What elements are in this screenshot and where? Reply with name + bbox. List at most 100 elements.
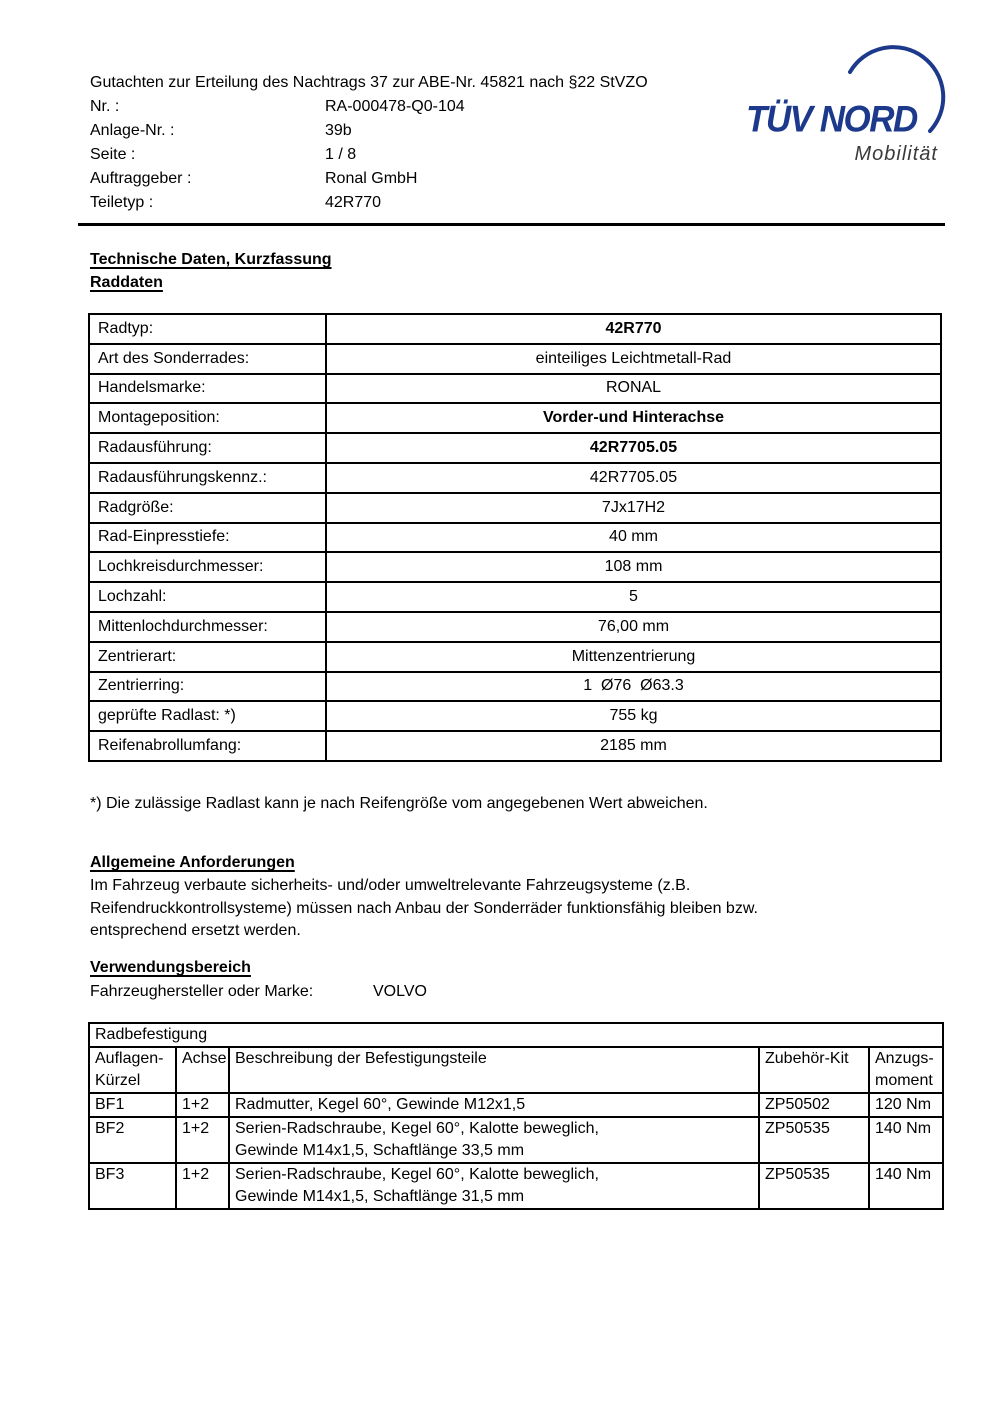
logo-subtitle: Mobilität [854, 143, 938, 165]
wheel-row-label: Radtyp: [88, 313, 327, 345]
table-row: Radtyp: 42R770 [88, 313, 942, 345]
wheel-row-value: 76,00 mm [325, 610, 942, 643]
fastening-col-header-torque: Anzugs- moment [867, 1046, 945, 1094]
wheel-row-label: Radausführungskennz.: [88, 461, 327, 494]
fastening-table: Radbefestigung Auflagen- Kürzel Achse Be… [87, 1022, 945, 1210]
wheel-row-label: Rad-Einpresstiefe: [88, 521, 327, 554]
wheel-row-value: 42R7705.05 [325, 432, 942, 464]
table-row: Handelsmarke: RONAL [88, 372, 942, 405]
usage-row: Fahrzeughersteller oder Marke: VOLVO [90, 980, 790, 1003]
doc-title: Gutachten zur Erteilung des Nachtrags 37… [90, 74, 648, 91]
logo-brand-text: TÜV NORD [746, 99, 918, 140]
fastening-cell-axle: 1+2 [175, 1092, 230, 1118]
usage-section: Verwendungsbereich Fahrzeughersteller od… [90, 956, 790, 1003]
tuv-nord-logo: TÜV NORD Mobilität [745, 42, 955, 177]
header-field-value: 39b [325, 122, 352, 139]
header-field-row: Auftraggeber : Ronal GmbH [90, 167, 740, 191]
section-headings: Technische Daten, Kurzfassung Raddaten [90, 248, 332, 294]
header-field-label: Anlage-Nr. : [90, 122, 175, 139]
usage-heading: Verwendungsbereich [90, 959, 251, 976]
fastening-col-header-description: Beschreibung der Befestigungsteile [228, 1046, 760, 1094]
fastening-cell-kit: ZP50535 [758, 1116, 870, 1164]
table-row: Radgröße: 7Jx17H2 [88, 491, 942, 524]
table-row: Zentrierring: 1 Ø76 Ø63.3 [88, 670, 942, 703]
table-row: Lochkreisdurchmesser: 108 mm [88, 551, 942, 584]
wheel-row-value: 7Jx17H2 [325, 491, 942, 524]
wheel-row-value: 755 kg [325, 700, 942, 733]
header-field-row: Anlage-Nr. : 39b [90, 119, 740, 143]
table-row: Reifenabrollumfang: 2185 mm [88, 730, 942, 762]
wheel-row-label: Reifenabrollumfang: [88, 730, 327, 762]
wheel-row-value: einteiliges Leichtmetall-Rad [325, 342, 942, 375]
fastening-cell-description: Serien-Radschraube, Kegel 60°, Kalotte b… [228, 1116, 760, 1164]
header-field-label: Seite : [90, 146, 136, 163]
doc-header: Gutachten zur Erteilung des Nachtrags 37… [90, 71, 740, 215]
fastening-cell-description: Serien-Radschraube, Kegel 60°, Kalotte b… [228, 1162, 760, 1210]
wheel-row-label: Zentrierring: [88, 670, 327, 703]
fastening-cell-torque: 120 Nm [867, 1092, 945, 1118]
wheel-row-value: 5 [325, 581, 942, 613]
wheel-row-label: Radausführung: [88, 432, 327, 464]
fastening-cell-kit: ZP50502 [758, 1092, 870, 1118]
usage-label: Fahrzeughersteller oder Marke: [90, 983, 314, 1000]
wheel-row-value: RONAL [325, 372, 942, 405]
general-requirements-line: Im Fahrzeug verbaute sicherheits- und/od… [90, 877, 691, 894]
header-field-value: RA-000478-Q0-104 [325, 98, 465, 115]
usage-value: VOLVO [373, 983, 427, 1000]
wheel-row-label: Zentrierart: [88, 640, 327, 673]
fastening-cell-torque: 140 Nm [867, 1162, 945, 1210]
wheel-row-label: geprüfte Radlast: *) [88, 700, 327, 733]
wheel-data-table: Radtyp: 42R770 Art des Sonderrades: eintei… [88, 313, 942, 762]
header-field-label: Nr. : [90, 98, 120, 115]
table-row: Zentrierart: Mittenzentrierung [88, 640, 942, 673]
header-field-label: Auftraggeber : [90, 170, 192, 187]
fastening-cell-description: Radmutter, Kegel 60°, Gewinde M12x1,5 [228, 1092, 760, 1118]
table-header-row: Auflagen- Kürzel Achse Beschreibung der … [88, 1046, 945, 1094]
table-row: Montageposition: Vorder-und Hinterachse [88, 402, 942, 435]
wheel-row-label: Lochzahl: [88, 581, 327, 613]
logo-arc-icon [848, 45, 946, 133]
header-field-row: Seite : 1 / 8 [90, 143, 740, 167]
wheel-row-label: Radgröße: [88, 491, 327, 524]
radlast-footnote: *) Die zulässige Radlast kann je nach Re… [90, 795, 708, 812]
fastening-cell-torque: 140 Nm [867, 1116, 945, 1164]
fastening-cell-axle: 1+2 [175, 1116, 230, 1164]
fastening-col-header-code: Auflagen- Kürzel [88, 1046, 177, 1094]
fastening-cell-axle: 1+2 [175, 1162, 230, 1210]
wheel-row-label: Handelsmarke: [88, 372, 327, 405]
table-row: Radausführung: 42R7705.05 [88, 432, 942, 464]
table-row: Rad-Einpresstiefe: 40 mm [88, 521, 942, 554]
fastening-col-header-axle: Achse [175, 1046, 230, 1094]
table-row: BF1 1+2 Radmutter, Kegel 60°, Gewinde M1… [88, 1092, 945, 1118]
general-requirements-line: Reifendruckkontrollsysteme) müssen nach … [90, 899, 758, 917]
table-row: Lochzahl: 5 [88, 581, 942, 613]
fastening-col-header-kit: Zubehör-Kit [758, 1046, 870, 1094]
table-row: Mittenlochdurchmesser: 76,00 mm [88, 610, 942, 643]
wheel-row-value: 2185 mm [325, 730, 942, 762]
general-requirements-line: entsprechend ersetzt werden. [90, 922, 301, 939]
wheel-row-value: 1 Ø76 Ø63.3 [325, 670, 942, 703]
table-row: Radausführungskennz.: 42R7705.05 [88, 461, 942, 494]
wheel-row-label: Mittenlochdurchmesser: [88, 610, 327, 643]
general-requirements-section: Allgemeine Anforderungen Im Fahrzeug ver… [90, 851, 910, 943]
wheel-row-value: 40 mm [325, 521, 942, 554]
fastening-cell-code: BF2 [88, 1116, 177, 1164]
header-field-label: Teiletyp : [90, 194, 154, 211]
fastening-cell-code: BF3 [88, 1162, 177, 1210]
wheel-row-value: Mittenzentrierung [325, 640, 942, 673]
wheel-row-value: 42R770 [325, 313, 942, 345]
general-requirements-heading: Allgemeine Anforderungen [90, 854, 295, 871]
header-field-value: Ronal GmbH [325, 170, 418, 187]
header-field-value: 1 / 8 [325, 146, 357, 163]
header-field-row: Teiletyp : 42R770 [90, 191, 740, 215]
wheel-row-label: Montageposition: [88, 402, 327, 435]
wheel-row-label: Art des Sonderrades: [88, 342, 327, 375]
wheel-row-value: Vorder-und Hinterachse [325, 402, 942, 435]
table-row: Art des Sonderrades: einteiliges Leichtme… [88, 342, 942, 375]
heading-raddaten: Raddaten [90, 274, 163, 291]
table-row: BF3 1+2 Serien-Radschraube, Kegel 60°, K… [88, 1162, 945, 1210]
table-row: geprüfte Radlast: *) 755 kg [88, 700, 942, 733]
wheel-row-value: 108 mm [325, 551, 942, 584]
table-row: Radbefestigung [87, 1022, 945, 1048]
